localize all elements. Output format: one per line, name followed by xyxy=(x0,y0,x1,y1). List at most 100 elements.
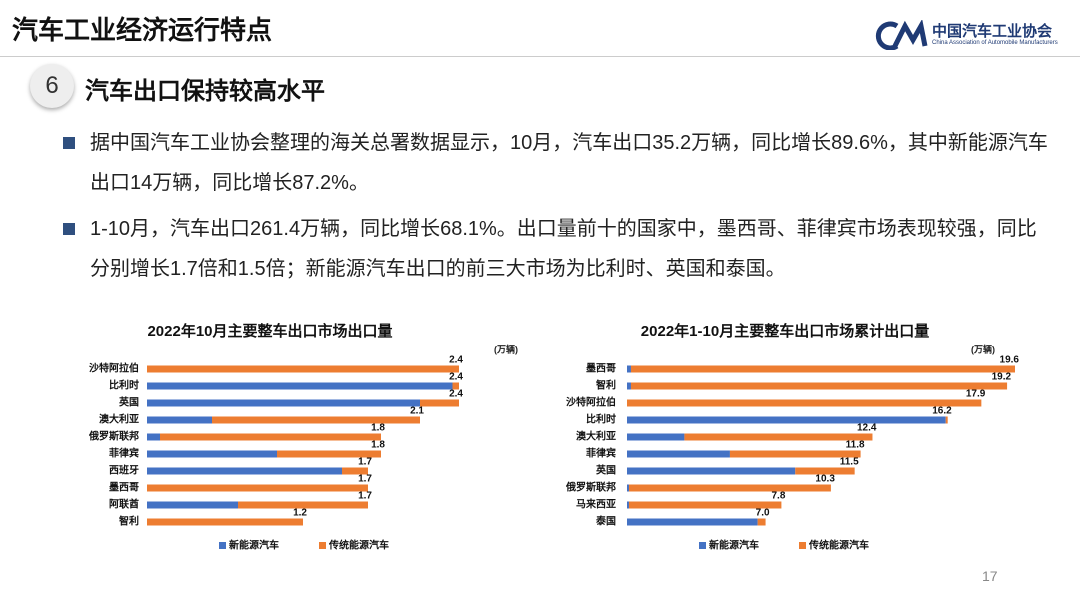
bar-segment xyxy=(627,518,758,526)
bar-segment xyxy=(627,365,631,373)
total-label: 16.2 xyxy=(932,406,952,417)
total-label: 17.9 xyxy=(966,389,986,400)
legend-label: 传统能源汽车 xyxy=(808,539,869,552)
category-label: 马来西亚 xyxy=(576,498,616,511)
bar-segment xyxy=(627,450,730,458)
category-label: 澳大利亚 xyxy=(99,413,139,426)
unit-label: (万辆) xyxy=(494,343,518,354)
category-label: 英国 xyxy=(118,396,139,409)
bar-segment xyxy=(628,501,782,509)
bar-segment xyxy=(729,450,861,458)
total-label: 11.8 xyxy=(846,440,865,451)
bar-segment xyxy=(147,450,277,458)
category-label: 阿联酋 xyxy=(109,498,139,511)
total-label: 19.6 xyxy=(1000,355,1020,366)
total-label: 1.8 xyxy=(371,440,385,451)
bar-segment xyxy=(627,416,946,424)
category-label: 俄罗斯联邦 xyxy=(88,430,139,443)
total-label: 1.7 xyxy=(358,491,372,502)
bar-segment xyxy=(160,433,381,441)
chart-title: 2022年1-10月主要整车出口市场累计出口量 xyxy=(641,322,929,340)
bullet-icon xyxy=(63,137,75,149)
bar-segment xyxy=(420,399,459,407)
legend-label: 新能源汽车 xyxy=(709,539,759,552)
bar-segment xyxy=(238,501,368,509)
chart-title: 2022年10月主要整车出口市场出口量 xyxy=(147,322,392,340)
bar-segment xyxy=(212,416,420,424)
bar-segment xyxy=(627,484,629,492)
category-label: 沙特阿拉伯 xyxy=(89,362,139,375)
bar-segment xyxy=(277,450,381,458)
bar-segment xyxy=(147,382,453,390)
bar-segment xyxy=(630,365,1015,373)
category-label: 澳大利亚 xyxy=(576,430,616,443)
total-label: 1.8 xyxy=(371,423,385,434)
total-label: 19.2 xyxy=(992,372,1012,383)
bar-segment xyxy=(147,518,303,526)
bar-segment xyxy=(757,518,766,526)
bar-segment xyxy=(147,399,420,407)
legend-swatch xyxy=(699,542,706,549)
legend-label: 新能源汽车 xyxy=(229,539,279,552)
total-label: 2.1 xyxy=(410,406,424,417)
chart: 2022年1-10月主要整车出口市场累计出口量 (万辆) 墨西哥 19.6 智利 19.2… xyxy=(565,322,1020,552)
chart: 2022年10月主要整车出口市场出口量 (万辆) 沙特阿拉伯 2.4 比利时 2.4 英国 2… xyxy=(88,322,518,552)
bar-segment xyxy=(945,416,948,424)
bullet-icon xyxy=(63,223,75,235)
page-number: 17 xyxy=(982,568,998,584)
total-label: 2.4 xyxy=(449,372,463,383)
bar-segment xyxy=(147,467,342,475)
bar-segment xyxy=(342,467,368,475)
bullet-text: 1-10月，汽车出口261.4万辆，同比增长68.1%。出口量前十的国家中，墨西… xyxy=(90,218,1037,280)
category-label: 智利 xyxy=(596,379,616,392)
category-label: 英国 xyxy=(595,464,616,477)
total-label: 10.3 xyxy=(815,474,835,485)
category-label: 菲律宾 xyxy=(586,447,616,460)
category-label: 智利 xyxy=(119,515,139,528)
bar-segment xyxy=(795,467,855,475)
bar-segment xyxy=(147,365,459,373)
category-label: 菲律宾 xyxy=(109,447,139,460)
total-label: 7.8 xyxy=(772,491,786,502)
bar-segment xyxy=(627,382,631,390)
logo-mark xyxy=(875,20,928,50)
bar-segment xyxy=(630,382,1008,390)
legend-swatch xyxy=(799,542,806,549)
total-label: 11.5 xyxy=(840,457,859,468)
category-label: 比利时 xyxy=(109,379,139,392)
category-label: 沙特阿拉伯 xyxy=(566,396,616,409)
page-title: 汽车工业经济运行特点 xyxy=(12,15,273,45)
bullet-text: 据中国汽车工业协会整理的海关总署数据显示，10月，汽车出口35.2万辆，同比增长… xyxy=(90,132,1048,194)
bar-segment xyxy=(147,501,238,509)
total-label: 1.7 xyxy=(358,474,372,485)
bar-segment xyxy=(147,416,212,424)
category-label: 比利时 xyxy=(586,413,616,426)
total-label: 12.4 xyxy=(857,423,877,434)
total-label: 1.7 xyxy=(358,457,372,468)
total-label: 2.4 xyxy=(449,355,463,366)
section-title: 汽车出口保持较高水平 xyxy=(85,78,325,105)
category-label: 泰国 xyxy=(595,515,616,528)
category-label: 墨西哥 xyxy=(586,363,616,375)
bar-segment xyxy=(627,501,629,509)
bar-segment xyxy=(627,399,982,407)
total-label: 1.2 xyxy=(293,508,307,519)
bar-segment xyxy=(147,484,368,492)
bar-segment xyxy=(684,433,873,441)
legend-swatch xyxy=(319,542,326,549)
divider xyxy=(0,56,1080,57)
bar-segment xyxy=(147,433,160,441)
bar-segment xyxy=(452,382,459,390)
category-label: 墨西哥 xyxy=(109,482,139,494)
bar-segment xyxy=(627,467,796,475)
section-number: 6 xyxy=(30,64,74,108)
total-label: 7.0 xyxy=(756,508,770,519)
logo-text: 中国汽车工业协会 xyxy=(932,23,1053,40)
logo-subtext: China Association of Automobile Manufact… xyxy=(932,40,1058,46)
bar-segment xyxy=(627,433,685,441)
category-label: 俄罗斯联邦 xyxy=(565,481,616,494)
unit-label: (万辆) xyxy=(971,343,995,354)
category-label: 西班牙 xyxy=(109,464,139,477)
total-label: 2.4 xyxy=(449,389,463,400)
